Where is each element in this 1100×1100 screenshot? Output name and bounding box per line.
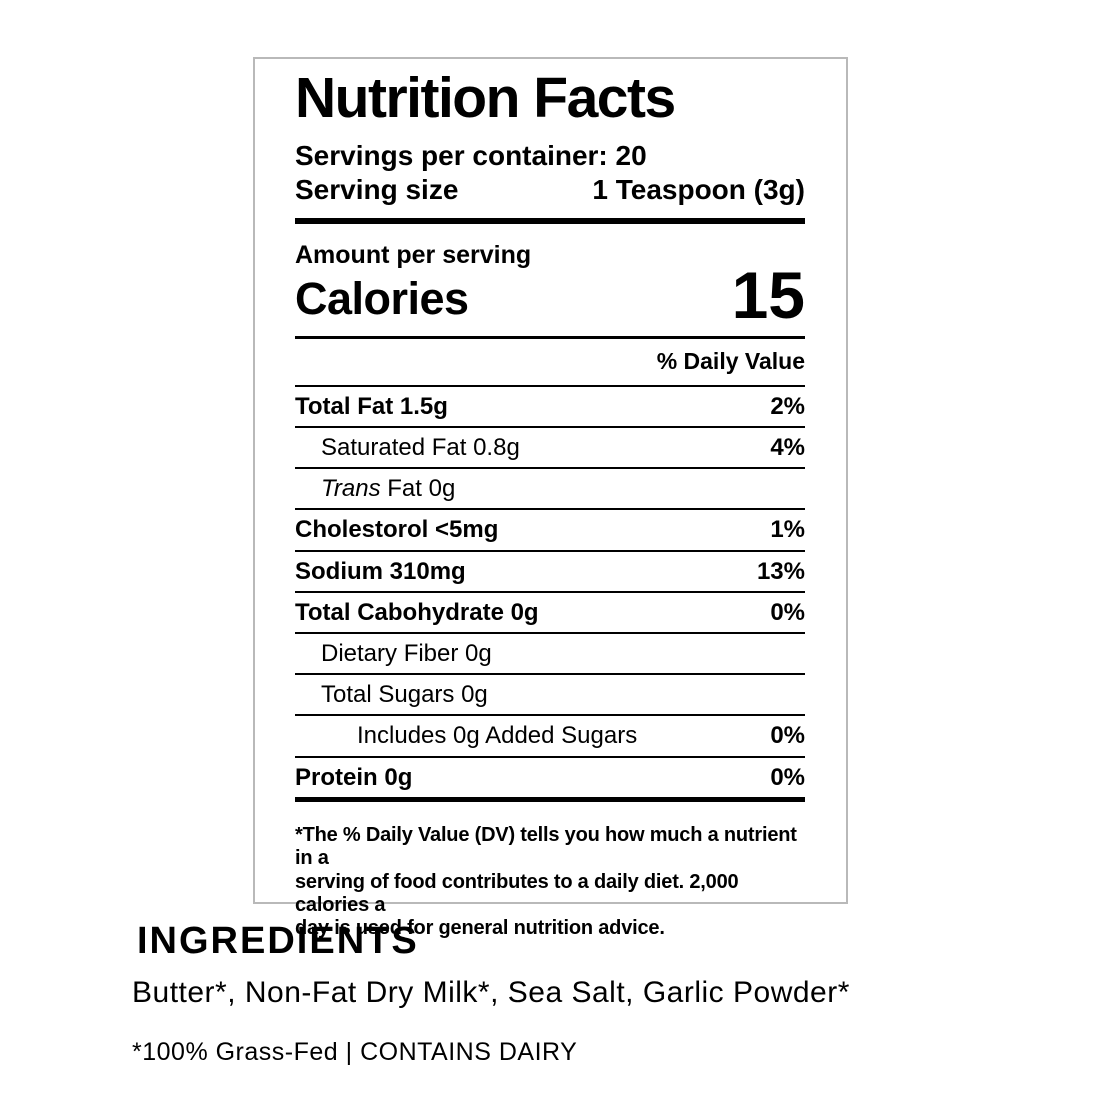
nutrient-row: Total Fat 1.5g 2% xyxy=(295,387,805,429)
ingredients-heading: INGREDIENTS xyxy=(137,920,419,962)
nutrient-row: Protein 0g 0% xyxy=(295,758,805,797)
nutrient-row: Total Sugars 0g xyxy=(295,675,805,717)
daily-value-percent: 0% xyxy=(770,763,805,791)
nutrient-row: Total Cabohydrate 0g 0% xyxy=(295,593,805,635)
label-title: Nutrition Facts xyxy=(295,66,676,130)
daily-value-percent: 0% xyxy=(770,722,805,750)
daily-value-percent: 2% xyxy=(770,392,805,420)
nutrient-row: Sodium 310mg 13% xyxy=(295,552,805,593)
ingredients-note: *100% Grass-Fed | CONTAINS DAIRY xyxy=(132,1037,578,1066)
nutrition-facts-label: Nutrition Facts Servings per container: … xyxy=(253,57,848,939)
daily-value-header: % Daily Value xyxy=(656,348,805,375)
nutrient-name: Saturated Fat 0.8g xyxy=(321,434,520,462)
nutrient-name: Total Cabohydrate 0g xyxy=(295,598,539,626)
nutrient-name-italic: Trans xyxy=(321,475,381,503)
daily-value-percent: 13% xyxy=(756,557,805,585)
divider-thin xyxy=(295,384,805,387)
nutrient-row: Includes 0g Added Sugars 0% xyxy=(295,716,805,758)
calories-label: Calories xyxy=(295,273,469,325)
servings-per-container: Servings per container: 20 xyxy=(295,140,647,171)
daily-value-footnote: *The % Daily Value (DV) tells you how mu… xyxy=(295,823,797,940)
daily-value-percent: 0% xyxy=(770,598,805,626)
nutrient-name: Cholestorol <5mg xyxy=(295,516,499,544)
serving-size-row: Serving size 1 Teaspoon (3g) xyxy=(295,173,805,207)
divider-medium xyxy=(295,336,805,340)
calories-row: Calories 15 xyxy=(295,258,805,333)
nutrient-name: Total Fat 1.5g xyxy=(295,392,448,420)
serving-size-value: 1 Teaspoon (3g) xyxy=(592,173,805,205)
nutrient-row: Dietary Fiber 0g xyxy=(295,634,805,676)
thick-divider-bottom xyxy=(295,796,805,802)
ingredients-section: INGREDIENTS Butter*, Non-Fat Dry Milk*, … xyxy=(132,920,1032,1067)
nutrient-name: Trans Fat 0g xyxy=(321,475,456,503)
calories-value: 15 xyxy=(731,258,805,333)
daily-value-percent: 1% xyxy=(770,516,805,544)
nutrient-name: Total Sugars 0g xyxy=(321,681,488,709)
thick-divider-top xyxy=(295,218,805,225)
nutrient-name: Protein 0g xyxy=(295,763,413,791)
nutrient-name: Includes 0g Added Sugars xyxy=(357,722,638,750)
nutrient-table: Total Fat 1.5g 2% Saturated Fat 0.8g 4% Tran… xyxy=(295,387,805,797)
nutrient-row: Trans Fat 0g xyxy=(295,469,805,511)
nutrient-name: Dietary Fiber 0g xyxy=(321,640,492,668)
daily-value-percent: 4% xyxy=(770,434,805,462)
nutrient-name: Sodium 310mg xyxy=(295,557,466,585)
ingredients-list: Butter*, Non-Fat Dry Milk*, Sea Salt, Ga… xyxy=(132,975,850,1009)
amount-per-serving-label: Amount per serving xyxy=(295,241,532,270)
nutrient-row: Saturated Fat 0.8g 4% xyxy=(295,428,805,470)
serving-size-label: Serving size xyxy=(295,173,459,205)
nutrient-row: Cholestorol <5mg 1% xyxy=(295,510,805,552)
